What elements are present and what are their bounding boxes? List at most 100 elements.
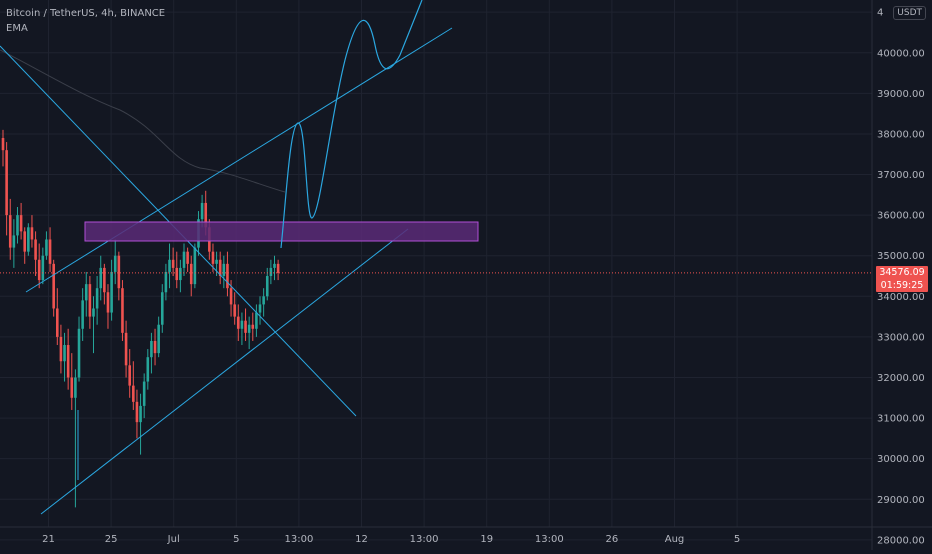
candle-body — [164, 271, 168, 293]
candle-body — [175, 267, 179, 281]
candle-body — [1, 138, 5, 151]
time-tick-label: 19 — [480, 534, 493, 545]
price-tick-label: 36000.00 — [877, 211, 925, 222]
bar-countdown: 01:59:25 — [880, 279, 924, 291]
price-tick-label: 31000.00 — [877, 414, 925, 425]
time-tick-label: 13:00 — [284, 534, 313, 545]
candle-body — [237, 316, 240, 329]
candle-body — [139, 405, 142, 423]
time-tick-label: Aug — [665, 534, 685, 545]
candle-body — [113, 255, 117, 272]
candle-body — [74, 377, 77, 398]
candle-body — [5, 150, 8, 216]
candle-body — [56, 308, 59, 337]
price-axis[interactable]: 28000.00 29000.00 30000.00 31000.00 32000.00… — [877, 8, 925, 547]
candle-body — [124, 332, 128, 366]
candle-body — [258, 304, 262, 313]
candle-body — [179, 267, 182, 281]
currency-badge[interactable]: USDT — [893, 6, 926, 20]
candle-body — [229, 288, 233, 305]
time-tick-label: 13:00 — [535, 534, 564, 545]
candle-body — [45, 239, 48, 256]
symbol-title[interactable]: Bitcoin / TetherUS, 4h, BINANCE — [6, 8, 166, 19]
candle-body — [99, 267, 103, 289]
indicator-label[interactable]: EMA — [6, 23, 28, 34]
candle-body — [222, 263, 226, 277]
candle-body — [95, 288, 99, 309]
candle-body — [12, 235, 16, 248]
price-tick-label: 33000.00 — [877, 332, 925, 343]
candle-body — [168, 259, 171, 272]
price-tick-label: 35000.00 — [877, 251, 925, 262]
candle-body — [110, 271, 113, 313]
candle-body — [182, 251, 186, 268]
candle-body — [193, 247, 197, 285]
price-tick-label: 29000.00 — [877, 495, 925, 506]
candle-body — [240, 320, 244, 329]
last-price-tag: 34576.09 01:59:25 — [876, 265, 928, 292]
candle-body — [63, 345, 66, 362]
candle-body — [92, 308, 95, 317]
candle-body — [128, 365, 131, 386]
price-tick-label: 40000.00 — [877, 48, 925, 59]
time-tick-label: 5 — [734, 534, 740, 545]
price-tick-label: 37000.00 — [877, 170, 925, 181]
candle-body — [189, 263, 193, 285]
time-tick-label: 5 — [233, 534, 239, 545]
candle-body — [84, 284, 88, 301]
candle-body — [153, 340, 157, 354]
candle-body — [27, 227, 30, 252]
time-axis[interactable]: 21 25 Jul 5 13:00 12 13:00 19 13:00 26 Aug 5 — [42, 534, 740, 545]
candle-body — [19, 215, 23, 232]
candle-body — [200, 202, 204, 220]
candle-body — [66, 345, 70, 378]
price-tick-label: 38000.00 — [877, 129, 925, 140]
ema-layer — [0, 49, 286, 193]
candle-body — [41, 255, 45, 281]
candle-body — [269, 267, 273, 277]
candle-body — [218, 259, 222, 277]
candle-body — [77, 328, 81, 378]
candle-body — [135, 401, 139, 423]
candle-body — [48, 239, 52, 264]
candle-body — [160, 292, 164, 325]
ema-line — [0, 49, 286, 193]
candle-body — [215, 259, 218, 264]
candle-body — [204, 202, 208, 228]
candle-body — [142, 381, 146, 406]
candle-body — [276, 263, 280, 273]
candle-body — [117, 255, 121, 289]
price-tick-label: 4 — [877, 8, 883, 19]
candle-body — [16, 215, 19, 236]
candle-body — [211, 251, 215, 264]
candle-body — [34, 239, 37, 260]
candle-body — [244, 320, 247, 333]
candle-body — [106, 292, 110, 313]
drawings[interactable] — [0, 0, 479, 515]
candle-body — [37, 259, 41, 281]
time-tick-label: 25 — [105, 534, 118, 545]
candle-body — [233, 304, 236, 317]
candle-body — [186, 251, 189, 264]
candle-body — [251, 324, 255, 329]
price-tick-label: 32000.00 — [877, 373, 925, 384]
candle-body — [88, 284, 92, 317]
price-tick-label: 39000.00 — [877, 89, 925, 100]
candle-body — [255, 312, 258, 329]
chart-legend: Bitcoin / TetherUS, 4h, BINANCE EMA — [6, 6, 165, 36]
candle-body — [81, 300, 84, 329]
time-tick-label: 12 — [355, 534, 368, 545]
candle-body — [121, 288, 124, 333]
time-tick-label: Jul — [167, 534, 180, 545]
support-trendline — [40, 228, 409, 515]
time-tick-label: 21 — [42, 534, 55, 545]
candle-body — [171, 259, 175, 268]
candle-body — [273, 263, 276, 268]
candle-body — [70, 377, 74, 398]
candle-body — [59, 336, 63, 362]
candle-body — [150, 340, 153, 358]
candle-body — [265, 276, 269, 297]
price-tick-label: 30000.00 — [877, 454, 925, 465]
